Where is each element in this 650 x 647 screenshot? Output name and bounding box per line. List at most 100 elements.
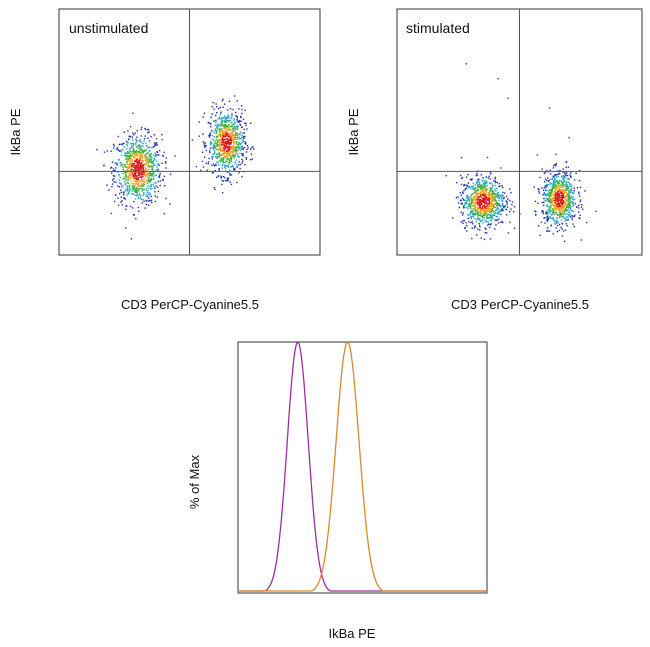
event-dot xyxy=(565,186,567,188)
event-dot xyxy=(229,156,232,158)
event-dot xyxy=(479,211,482,214)
event-dot xyxy=(475,190,477,193)
event-dot xyxy=(460,199,463,201)
event-dot xyxy=(228,142,230,144)
event-dot xyxy=(486,211,488,213)
event-dot xyxy=(137,178,139,181)
event-dot xyxy=(557,175,560,178)
event-dot xyxy=(550,197,553,200)
event-dot xyxy=(486,217,489,219)
event-dot xyxy=(125,152,128,154)
event-dot xyxy=(464,199,466,202)
event-dot xyxy=(135,167,137,170)
event-dot xyxy=(133,201,135,203)
event-dot xyxy=(226,144,228,146)
event-dot xyxy=(486,203,488,205)
event-dot xyxy=(137,180,139,182)
event-dot xyxy=(227,150,229,152)
event-dot xyxy=(132,177,135,180)
event-dot xyxy=(237,143,239,146)
event-dot xyxy=(143,200,145,203)
event-dot xyxy=(242,155,244,157)
event-dot xyxy=(559,210,562,212)
event-dot xyxy=(215,103,217,105)
event-dot xyxy=(123,194,125,196)
event-dot xyxy=(478,185,480,188)
event-dot xyxy=(128,191,130,194)
event-dot xyxy=(573,190,575,192)
event-dot xyxy=(499,185,501,187)
event-dot xyxy=(145,180,148,182)
event-dot xyxy=(165,197,167,200)
event-dot xyxy=(146,195,149,197)
event-dot xyxy=(157,168,160,170)
event-dot xyxy=(220,154,222,156)
event-dot xyxy=(216,153,219,156)
event-dot xyxy=(494,214,496,217)
event-dot xyxy=(464,227,466,230)
event-dot xyxy=(537,202,539,204)
event-dot xyxy=(136,162,138,164)
event-dot xyxy=(478,222,480,225)
event-dot xyxy=(140,162,143,164)
event-dot xyxy=(486,220,488,223)
event-dot xyxy=(486,232,488,234)
event-dot xyxy=(466,199,469,201)
event-dot xyxy=(466,195,468,197)
event-dot xyxy=(134,153,137,156)
event-dot xyxy=(569,174,571,176)
event-dot xyxy=(482,190,485,192)
event-dot xyxy=(578,204,580,206)
event-dot xyxy=(142,150,144,153)
event-dot xyxy=(474,205,477,208)
event-dot xyxy=(561,235,564,237)
event-dot xyxy=(140,197,142,199)
event-dot xyxy=(129,150,132,152)
event-dot xyxy=(238,164,240,166)
event-dot xyxy=(208,150,211,152)
event-dot xyxy=(484,194,487,196)
event-dot xyxy=(151,146,153,149)
event-dot xyxy=(217,149,219,151)
event-dot xyxy=(553,197,555,199)
event-dot xyxy=(498,204,500,206)
event-dot xyxy=(144,149,146,151)
event-dot xyxy=(555,186,558,188)
event-dot xyxy=(129,147,131,149)
event-dot xyxy=(479,185,482,187)
event-dot xyxy=(556,197,559,199)
event-dot xyxy=(234,130,236,132)
event-dot xyxy=(560,211,562,213)
event-dot xyxy=(129,163,131,165)
event-dot xyxy=(220,133,222,135)
event-dot xyxy=(557,199,559,202)
event-dot xyxy=(552,233,554,235)
event-dot xyxy=(563,212,566,214)
event-dot xyxy=(225,143,228,145)
event-dot xyxy=(560,207,562,209)
event-dot xyxy=(154,158,156,161)
event-dot xyxy=(482,198,484,200)
event-dot xyxy=(110,150,112,152)
event-dot xyxy=(147,137,149,139)
event-dot xyxy=(156,196,158,198)
event-dot xyxy=(221,179,223,182)
event-dot xyxy=(227,120,229,122)
event-dot xyxy=(487,221,489,223)
event-dot xyxy=(137,194,139,197)
event-dot xyxy=(467,205,470,207)
event-dot xyxy=(198,135,200,137)
event-dot xyxy=(500,196,502,199)
event-dot xyxy=(165,167,167,169)
event-dot xyxy=(221,160,223,162)
event-dot xyxy=(236,181,238,184)
event-dot xyxy=(558,210,560,212)
event-dot xyxy=(241,132,243,134)
event-dot xyxy=(155,160,158,162)
event-dot xyxy=(226,152,228,154)
event-dot xyxy=(214,152,216,154)
event-dot xyxy=(215,136,217,139)
event-dot xyxy=(228,133,231,135)
event-dot xyxy=(213,146,216,148)
event-dot xyxy=(239,123,241,126)
